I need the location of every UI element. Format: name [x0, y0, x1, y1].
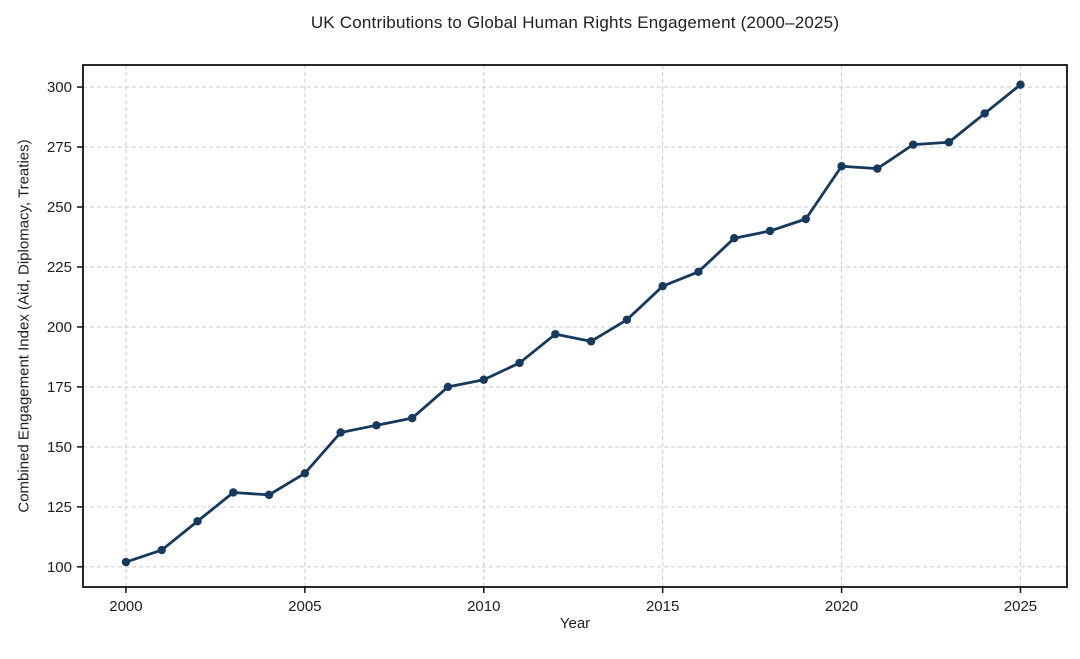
y-tick-label: 150 — [47, 439, 72, 456]
data-point-marker — [479, 375, 488, 384]
data-point-marker — [908, 140, 918, 149]
y-tick-label: 300 — [47, 79, 72, 96]
data-point-marker — [622, 315, 632, 324]
y-tick-label: 200 — [47, 319, 72, 336]
data-point-marker — [157, 545, 166, 555]
data-point-marker — [443, 382, 453, 392]
data-point-marker — [873, 164, 882, 173]
data-point-marker — [121, 557, 131, 567]
series-line — [124, 83, 1022, 564]
data-point-marker — [765, 226, 775, 236]
data-point-marker — [837, 162, 846, 171]
x-tick-label: 2025 — [1004, 598, 1037, 615]
x-tick-label: 2010 — [467, 598, 500, 615]
data-point-marker — [372, 421, 381, 430]
y-tick-label: 100 — [47, 559, 72, 576]
data-point-marker — [694, 267, 703, 276]
data-point-marker — [300, 469, 310, 478]
data-point-marker — [551, 329, 560, 339]
x-axis-label: Year — [559, 615, 591, 632]
y-axis-label: Combined Engagement Index (Aid, Diplomac… — [15, 139, 33, 513]
plot-frame — [82, 64, 1068, 588]
y-tick-label: 275 — [47, 139, 72, 156]
data-point-marker — [336, 428, 345, 437]
data-point-marker — [730, 234, 739, 243]
data-point-marker — [801, 214, 810, 224]
x-tick-label: 2000 — [109, 598, 142, 615]
data-point-marker — [515, 358, 524, 368]
data-point-marker — [1016, 80, 1025, 89]
data-point-marker — [264, 490, 274, 500]
data-point-marker — [586, 337, 596, 346]
y-tick-label: 125 — [47, 499, 72, 516]
data-point-marker — [944, 138, 954, 147]
x-tick-label: 2015 — [646, 598, 679, 615]
data-point-marker — [407, 413, 417, 423]
data-point-marker — [980, 109, 989, 118]
data-point-marker — [193, 517, 202, 526]
chart-title: UK Contributions to Global Human Rights … — [310, 13, 840, 32]
x-tick-label: 2020 — [825, 598, 858, 615]
data-point-marker — [658, 281, 667, 291]
data-point-marker — [229, 488, 238, 497]
y-tick-label: 175 — [47, 379, 72, 396]
x-tick-label: 2005 — [288, 598, 321, 615]
y-tick-label: 250 — [47, 199, 72, 216]
y-tick-label: 225 — [47, 259, 72, 276]
